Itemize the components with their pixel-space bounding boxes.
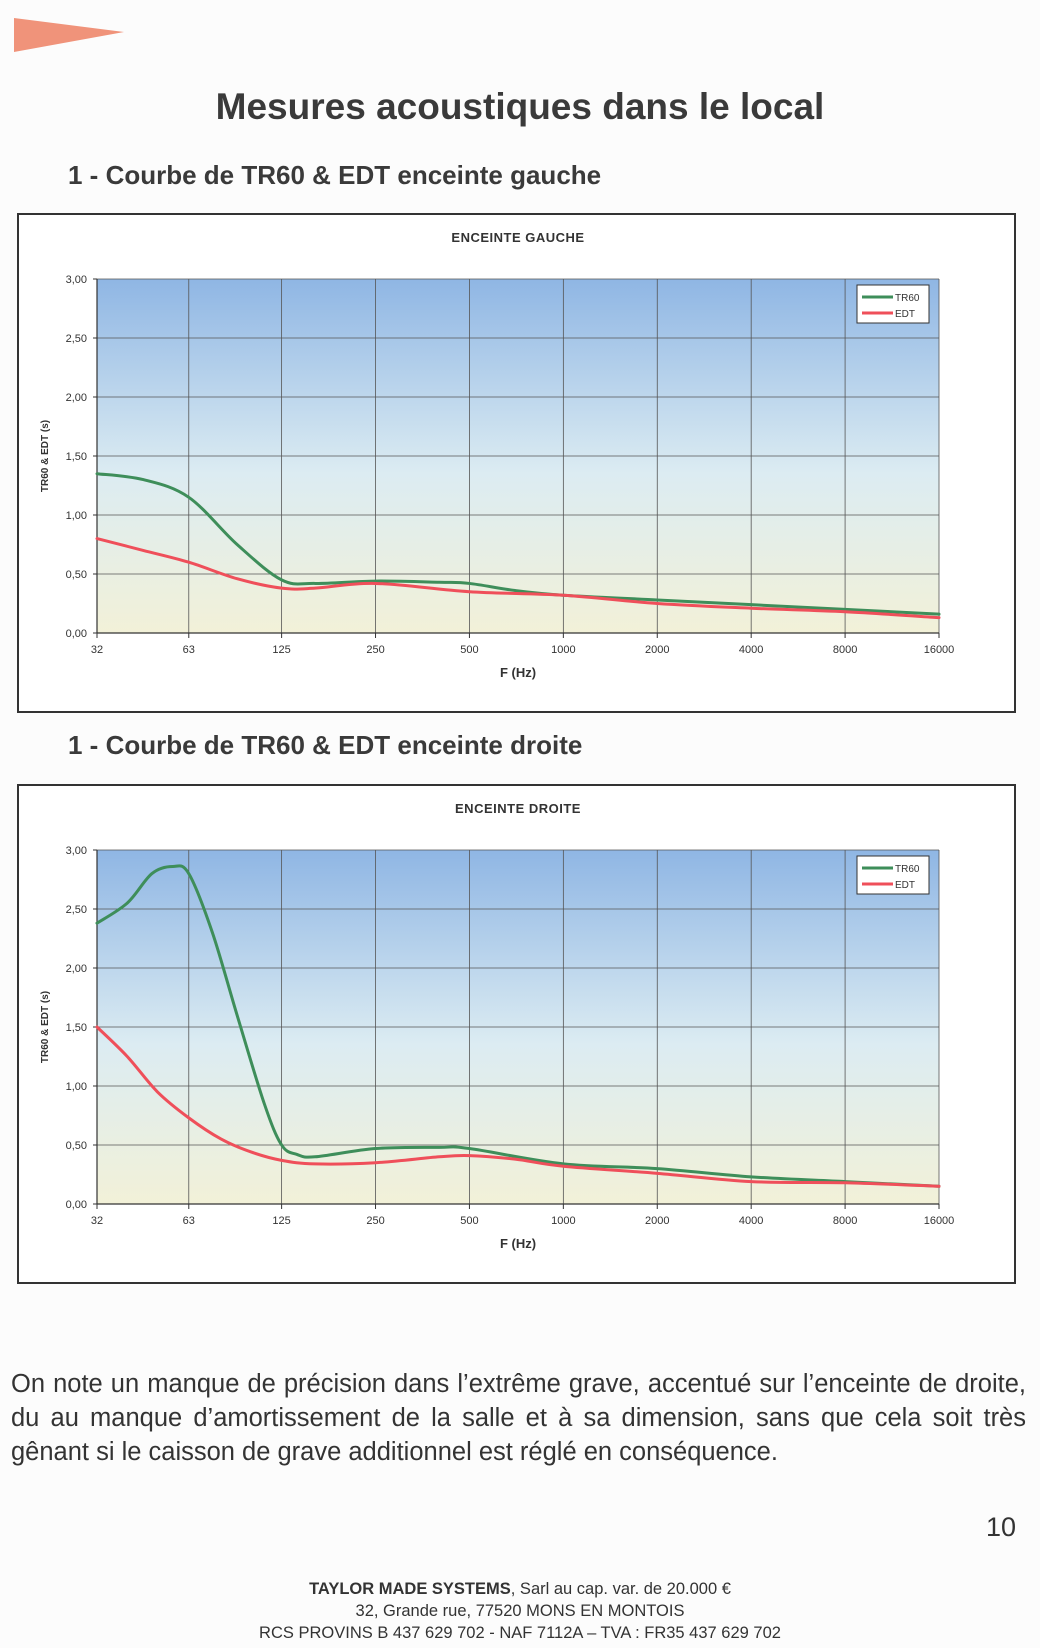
y-tick-label: 0,50	[66, 569, 87, 581]
arrow-icon	[14, 18, 124, 52]
x-tick-label: 2000	[645, 1215, 669, 1227]
legend-label-tr60: TR60	[895, 864, 920, 875]
y-tick-label: 2,00	[66, 963, 87, 975]
legend: TR60 EDT	[856, 855, 930, 895]
chart-title: ENCEINTE GAUCHE	[451, 230, 584, 245]
x-tick-label: 32	[91, 1215, 103, 1227]
legend-label-tr60: TR60	[895, 293, 920, 304]
y-tick-label: 1,50	[66, 451, 87, 463]
legend-box	[856, 284, 930, 324]
y-tick-label: 3,00	[66, 274, 87, 286]
body-paragraph: On note un manque de précision dans l’ex…	[11, 1370, 1026, 1466]
section-title-left: 1 - Courbe de TR60 & EDT enceinte gauche	[68, 160, 602, 190]
y-tick-label: 0,50	[66, 1140, 87, 1152]
y-tick-label: 1,00	[66, 510, 87, 522]
footer-line-1: TAYLOR MADE SYSTEMS, Sarl au cap. var. d…	[0, 1578, 1040, 1600]
x-axis-label: F (Hz)	[500, 1236, 536, 1251]
arrow-shape	[14, 18, 124, 52]
x-tick-label: 125	[272, 1215, 290, 1227]
series-line-edt	[95, 537, 941, 620]
x-tick-label: 1000	[551, 1215, 575, 1227]
y-tick-label: 0,00	[66, 1199, 87, 1211]
legend-label-edt: EDT	[895, 309, 915, 320]
x-tick-label: 8000	[833, 644, 857, 656]
y-tick-label: 1,50	[66, 1022, 87, 1034]
x-tick-label: 8000	[833, 1215, 857, 1227]
x-tick-label: 16000	[924, 644, 955, 656]
y-tick-label: 0,00	[66, 628, 87, 640]
chart-left: ENCEINTE GAUCHE 0,00 0,50 1,00 1,50 2,00 2,50 3…	[40, 230, 955, 680]
y-tick-label: 2,50	[66, 333, 87, 345]
x-tick-label: 63	[183, 1215, 195, 1227]
x-axis-label: F (Hz)	[500, 665, 536, 680]
chart-right: ENCEINTE DROITE 0,00 0,50 1,00 1,50 2,00 2,50 3…	[40, 801, 955, 1251]
x-tick-label: 500	[460, 1215, 478, 1227]
x-tick-label: 4000	[739, 1215, 763, 1227]
y-tick-label: 3,00	[66, 845, 87, 857]
y-axis-label: TR60 & EDT (s)	[40, 991, 51, 1063]
chart-left-frame: ENCEINTE GAUCHE 0,00 0,50 1,00 1,50 2,00 2,50 3…	[17, 213, 1016, 713]
x-tick-label: 250	[366, 1215, 384, 1227]
y-tick-label: 2,00	[66, 392, 87, 404]
y-tick-label: 1,00	[66, 1081, 87, 1093]
x-tick-label: 125	[272, 644, 290, 656]
legend-label-edt: EDT	[895, 880, 915, 891]
series-line-edt	[95, 1025, 941, 1188]
x-tick-label: 4000	[739, 644, 763, 656]
series-line-tr60	[95, 472, 941, 616]
y-tick-label: 2,50	[66, 904, 87, 916]
series-line-tr60	[95, 864, 941, 1188]
x-tick-label: 500	[460, 644, 478, 656]
chart-title: ENCEINTE DROITE	[455, 801, 581, 816]
y-axis-label: TR60 & EDT (s)	[40, 420, 51, 492]
x-tick-label: 1000	[551, 644, 575, 656]
footer: TAYLOR MADE SYSTEMS, Sarl au cap. var. d…	[0, 1578, 1040, 1644]
page-title: Mesures acoustiques dans le local	[215, 86, 825, 127]
legend: TR60 EDT	[856, 284, 930, 324]
footer-line-1-rest: , Sarl au cap. var. de 20.000 €	[510, 1580, 731, 1598]
x-tick-label: 32	[91, 644, 103, 656]
footer-line-2: 32, Grande rue, 77520 MONS EN MONTOIS	[355, 1602, 685, 1620]
x-tick-label: 16000	[924, 1215, 955, 1227]
page-number: 10	[985, 1512, 1016, 1542]
footer-line-3: RCS PROVINS B 437 629 702 - NAF 7112A – …	[259, 1624, 781, 1642]
legend-box	[856, 855, 930, 895]
footer-company: TAYLOR MADE SYSTEMS	[309, 1580, 511, 1598]
x-tick-label: 250	[366, 644, 384, 656]
x-tick-label: 63	[183, 644, 195, 656]
x-tick-label: 2000	[645, 644, 669, 656]
chart-right-frame: ENCEINTE DROITE 0,00 0,50 1,00 1,50 2,00 2,50 3…	[17, 784, 1016, 1284]
section-title-right: 1 - Courbe de TR60 & EDT enceinte droite	[68, 730, 583, 760]
